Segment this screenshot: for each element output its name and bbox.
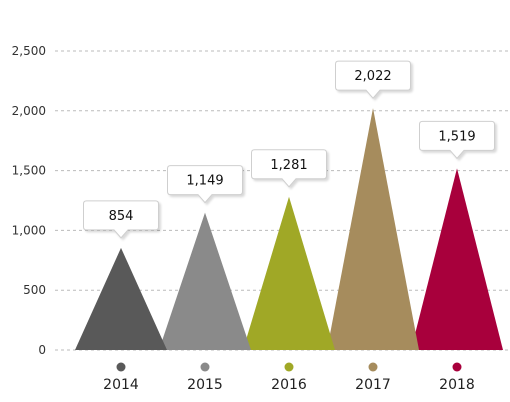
- value-bubble: [419, 120, 495, 160]
- category-dot-2015: [200, 362, 210, 372]
- value-label-text: 854: [109, 209, 134, 224]
- value-label-2014: 854: [83, 200, 159, 239]
- value-label-text: 2,022: [354, 69, 391, 84]
- category-dot-2017: [368, 362, 378, 372]
- y-tick-label: 1,000: [12, 223, 46, 237]
- value-label-2018: 1,519: [419, 120, 495, 160]
- bar-2018: [411, 168, 503, 350]
- value-label-2016: 1,281: [251, 149, 327, 188]
- y-tick-label: 2,000: [12, 104, 46, 118]
- category-dot-2016: [284, 362, 294, 372]
- bar-2017: [327, 108, 419, 351]
- category-dot-2018: [452, 362, 462, 372]
- y-axis-tick-labels: 0 500 1,000 1,500 2,000 2,500: [12, 44, 46, 357]
- x-tick-label: 2016: [271, 377, 307, 393]
- y-tick-label: 1,500: [12, 164, 46, 178]
- y-tick-label: 0: [38, 343, 46, 357]
- bar-2016: [243, 196, 335, 350]
- value-label-text: 1,149: [186, 174, 223, 189]
- x-tick-label: 2018: [439, 377, 475, 393]
- y-tick-label: 500: [23, 283, 46, 297]
- value-bubble: [83, 200, 159, 239]
- chart-marks: [75, 108, 503, 351]
- value-label-text: 1,281: [270, 158, 307, 173]
- bar-2015: [159, 212, 251, 350]
- value-label-text: 1,519: [438, 129, 475, 144]
- bar-2014: [75, 247, 167, 350]
- value-bubble: [335, 60, 411, 99]
- value-label-2017: 2,022: [335, 60, 411, 99]
- x-tick-label: 2017: [355, 377, 391, 393]
- x-axis: 2014 2015 2016 2017 2018: [103, 362, 475, 393]
- x-tick-label: 2015: [187, 377, 223, 393]
- value-bubble: [167, 165, 243, 204]
- value-labels: 854 1,149 1,281 2,022 1,519: [83, 60, 495, 239]
- category-dot-2014: [116, 362, 126, 372]
- x-tick-label: 2014: [103, 377, 139, 393]
- value-bubble: [251, 149, 327, 188]
- value-label-2015: 1,149: [167, 165, 243, 204]
- y-tick-label: 2,500: [12, 44, 46, 58]
